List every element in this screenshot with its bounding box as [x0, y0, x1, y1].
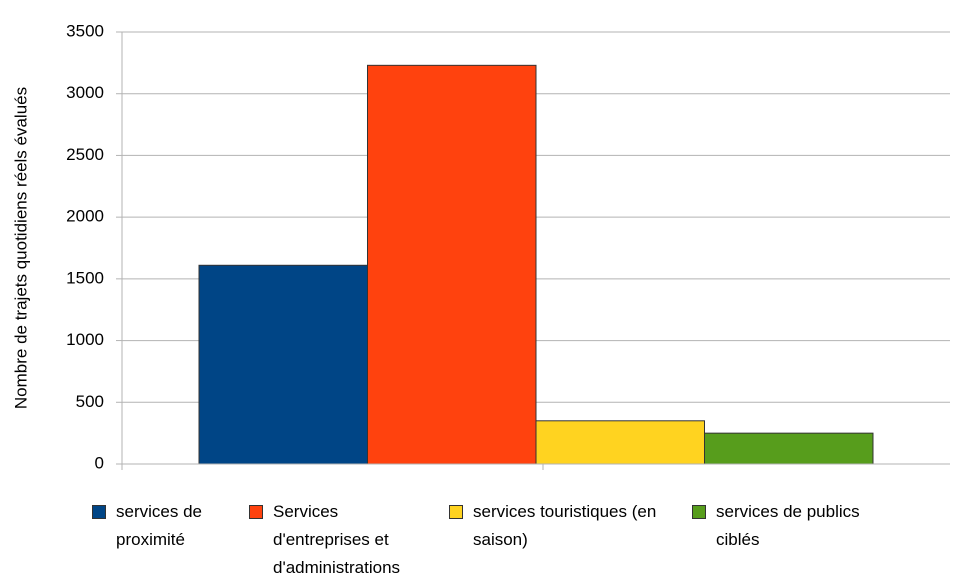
- y-tick-label: 3000: [66, 83, 104, 102]
- bar: [535, 420, 705, 465]
- legend: services de proximité Services d'entrepri…: [0, 498, 957, 575]
- legend-label: services touristiques (en saison): [473, 502, 657, 549]
- y-tick-label: 1000: [66, 330, 104, 349]
- legend-swatch: [249, 505, 263, 519]
- legend-label: services de publics ciblés: [716, 502, 860, 549]
- legend-swatch: [449, 505, 463, 519]
- y-tick-label: 2500: [66, 145, 104, 164]
- legend-item: services touristiques (en saison): [449, 498, 679, 554]
- y-tick-label: 0: [95, 453, 104, 472]
- y-tick-label: 1500: [66, 268, 104, 287]
- bar: [367, 64, 537, 465]
- legend-label: Services d'entreprises et d'administrati…: [273, 502, 401, 575]
- bar: [703, 432, 874, 465]
- y-axis-label: Nombre de trajets quotidiens réels évalu…: [11, 87, 30, 409]
- legend-item: services de proximité: [92, 498, 222, 554]
- plot: Nombre de trajets quotidiens réels évalu…: [11, 21, 950, 472]
- legend-swatch: [692, 505, 706, 519]
- bar: [198, 264, 369, 465]
- legend-item: Services d'entreprises et d'administrati…: [249, 498, 424, 575]
- legend-swatch: [92, 505, 106, 519]
- y-tick-label: 3500: [66, 21, 104, 40]
- y-tick-label: 2000: [66, 207, 104, 226]
- y-tick-label: 500: [76, 392, 104, 411]
- legend-item: services de publics ciblés: [692, 498, 907, 554]
- legend-label: services de proximité: [116, 502, 202, 549]
